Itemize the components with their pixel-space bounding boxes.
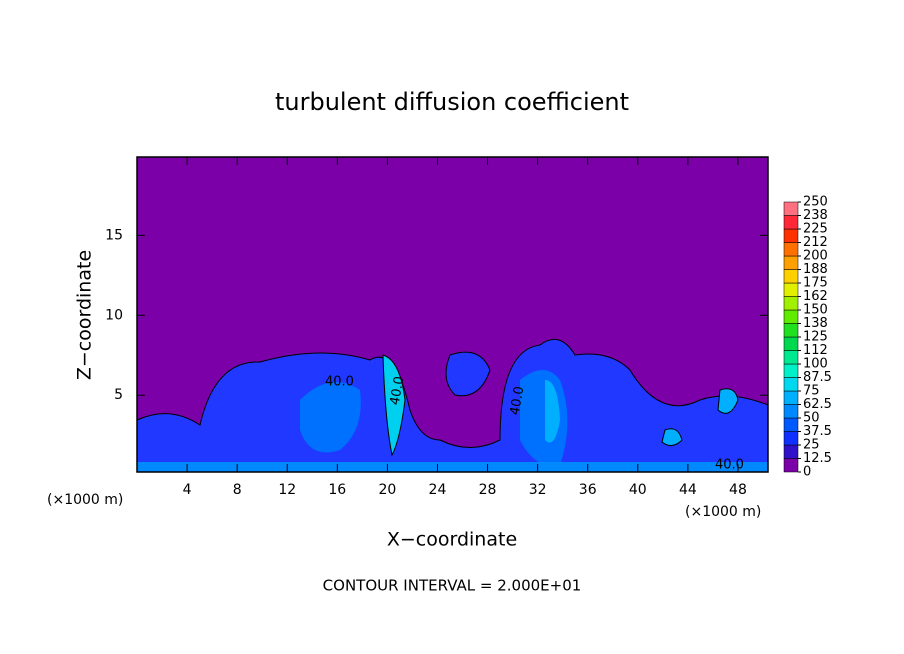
colorbar-segment — [783, 296, 799, 311]
colorbar-segment — [783, 309, 799, 324]
colorbar-segment — [783, 269, 799, 284]
x-tick-label: 20 — [378, 482, 396, 498]
colorbar-tick-label: 37.5 — [803, 424, 832, 439]
colorbar-segment — [783, 363, 799, 378]
x-tick-label: 36 — [579, 482, 597, 498]
colorbar-segment — [783, 282, 799, 297]
colorbar-tick-label: 200 — [803, 249, 828, 264]
colorbar-segment — [783, 336, 799, 351]
x-tick-label: 12 — [278, 482, 296, 498]
footer-note: CONTOUR INTERVAL = 2.000E+01 — [323, 577, 582, 595]
y-tick-label: 15 — [105, 227, 123, 243]
x-axis-title: X−coordinate — [387, 529, 517, 551]
colorbar-segment — [783, 215, 799, 230]
colorbar-segment — [783, 417, 799, 432]
colorbar-tick-label: 112 — [803, 343, 828, 358]
x-tick-label: 48 — [729, 482, 747, 498]
colorbar-segment — [783, 350, 799, 365]
colorbar-tick-label: 162 — [803, 289, 828, 304]
x-tick-label: 16 — [328, 482, 346, 498]
colorbar-segment — [783, 242, 799, 257]
x-unit: (×1000 m) — [685, 504, 761, 520]
colorbar-segment — [783, 323, 799, 338]
colorbar-tick-label: 12.5 — [803, 451, 832, 466]
colorbar-tick-label: 100 — [803, 357, 828, 372]
colorbar-tick-label: 25 — [803, 438, 820, 453]
turbulence-field — [136, 338, 769, 473]
colorbar-tick-label: 238 — [803, 208, 828, 223]
colorbar-segment — [783, 390, 799, 405]
chart-title: turbulent diffusion coefficient — [275, 88, 629, 116]
contour-label: 40.0 — [388, 375, 408, 406]
colorbar-segment — [783, 228, 799, 243]
colorbar-tick-label: 225 — [803, 222, 828, 237]
x-tick-label: 24 — [429, 482, 447, 498]
colorbar-segment — [783, 444, 799, 459]
colorbar-tick-label: 138 — [803, 316, 828, 331]
x-tick-label: 44 — [679, 482, 697, 498]
contour-label: 40.0 — [325, 375, 354, 390]
colorbar-tick-label: 188 — [803, 262, 828, 277]
y-tick-label: 5 — [114, 387, 123, 403]
colorbar-segment — [783, 431, 799, 446]
contour-label: 40.0 — [508, 385, 528, 416]
colorbar-segment — [783, 377, 799, 392]
colorbar-tick-label: 50 — [803, 411, 820, 426]
colorbar-tick-label: 0 — [803, 465, 811, 480]
colorbar-segment — [783, 404, 799, 419]
colorbar-tick-label: 175 — [803, 276, 828, 291]
colorbar-segment — [783, 201, 799, 216]
y-tick-label: 10 — [105, 307, 123, 323]
x-tick-label: 32 — [529, 482, 547, 498]
contour-label: 40.0 — [715, 458, 744, 473]
colorbar-segment — [783, 458, 799, 473]
x-tick-label: 4 — [183, 482, 192, 498]
colorbar-tick-label: 250 — [803, 195, 828, 210]
colorbar-tick-label: 87.5 — [803, 370, 832, 385]
colorbar-tick-label: 212 — [803, 235, 828, 250]
y-axis-title: Z−coordinate — [74, 250, 96, 380]
plot-frame — [136, 156, 769, 473]
colorbar-tick-label: 62.5 — [803, 397, 832, 412]
x-tick-label: 28 — [479, 482, 497, 498]
colorbar-tick-label: 150 — [803, 303, 828, 318]
colorbar-segment — [783, 255, 799, 270]
colorbar-tick-label: 75 — [803, 384, 820, 399]
x-unit: (×1000 m) — [47, 492, 123, 508]
x-tick-label: 8 — [233, 482, 242, 498]
colorbar-tick-label: 125 — [803, 330, 828, 345]
x-tick-label: 40 — [629, 482, 647, 498]
